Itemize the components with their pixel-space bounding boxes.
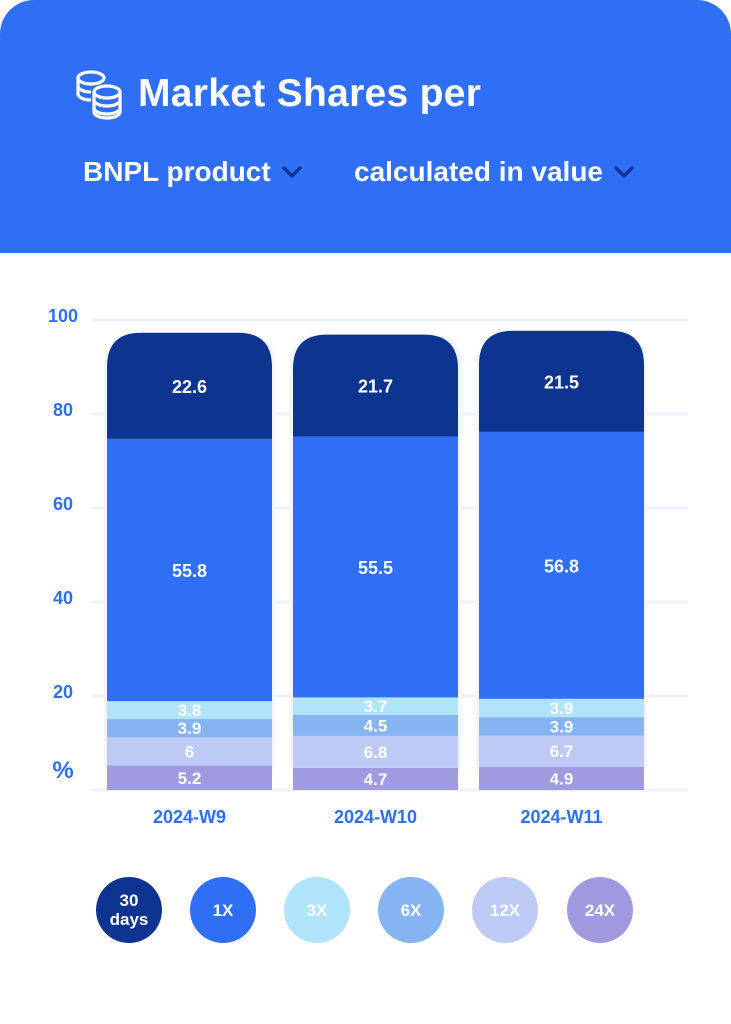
data-label: 6 <box>185 742 194 761</box>
y-tick-label: 20 <box>53 682 73 702</box>
data-label: 22.6 <box>172 377 207 397</box>
bar-segment <box>107 701 272 720</box>
metric-dropdown[interactable]: calculated in value <box>354 156 635 188</box>
data-label: 21.5 <box>544 372 579 392</box>
data-label: 3.9 <box>550 699 574 718</box>
bar-segment <box>293 735 458 768</box>
data-label: 6.8 <box>364 743 388 762</box>
bar-segment <box>107 332 272 439</box>
data-label: 5.2 <box>178 769 202 788</box>
y-tick-label: 40 <box>53 588 73 608</box>
data-label: 56.8 <box>544 556 579 576</box>
data-label: 3.7 <box>364 697 388 716</box>
x-tick-label: 2024-W9 <box>153 807 226 827</box>
bar-segment <box>479 698 644 718</box>
product-dropdown[interactable]: BNPL product <box>83 156 303 188</box>
bar-segment <box>479 330 644 432</box>
title-row: Market Shares per <box>74 68 481 120</box>
data-label: 4.7 <box>364 770 388 789</box>
bar-segment <box>293 767 458 790</box>
legend-item: 6X <box>378 877 444 943</box>
chevron-down-icon <box>614 166 634 178</box>
header-banner: Market Shares per BNPL product calculate… <box>0 0 731 253</box>
chart-legend: 30 days 1X 3X 6X 12X 24X <box>0 877 731 943</box>
bar-segment <box>479 735 644 767</box>
bar-segment <box>293 334 458 437</box>
metric-dropdown-label: calculated in value <box>354 156 603 187</box>
data-label: 55.8 <box>172 561 207 581</box>
product-dropdown-label: BNPL product <box>83 156 271 187</box>
bar-segment <box>293 697 458 715</box>
x-tick-label: 2024-W11 <box>520 807 602 827</box>
y-axis-label: % <box>52 757 73 784</box>
bar-segment <box>107 438 272 702</box>
y-tick-label: 80 <box>53 400 73 420</box>
legend-item: 24X <box>567 877 633 943</box>
bar-segment <box>107 719 272 738</box>
bar-segment <box>293 714 458 736</box>
data-label: 6.7 <box>550 742 574 761</box>
data-label: 4.5 <box>364 716 388 735</box>
legend-item: 30 days <box>96 877 162 943</box>
data-label: 4.9 <box>550 769 574 788</box>
data-label: 3.9 <box>550 717 574 736</box>
bar-segment <box>479 717 644 736</box>
legend-item: 12X <box>472 877 538 943</box>
bar-segment <box>107 765 272 790</box>
bar-segment <box>293 436 458 698</box>
data-label: 3.9 <box>178 719 202 738</box>
chevron-down-icon <box>282 166 302 178</box>
chart-title: Market Shares per <box>138 72 482 115</box>
y-tick-label: 60 <box>53 494 73 514</box>
bar-segment <box>479 766 644 790</box>
y-tick-label: 100 <box>48 306 78 326</box>
data-label: 3.8 <box>178 701 202 720</box>
data-label: 21.7 <box>358 377 393 397</box>
legend-item: 1X <box>190 877 256 943</box>
legend-item: 3X <box>284 877 350 943</box>
data-label: 55.5 <box>358 558 393 578</box>
bar-segment <box>479 431 644 699</box>
x-tick-label: 2024-W10 <box>334 807 417 827</box>
bar-segment <box>107 737 272 766</box>
coins-stack-icon <box>76 70 122 120</box>
